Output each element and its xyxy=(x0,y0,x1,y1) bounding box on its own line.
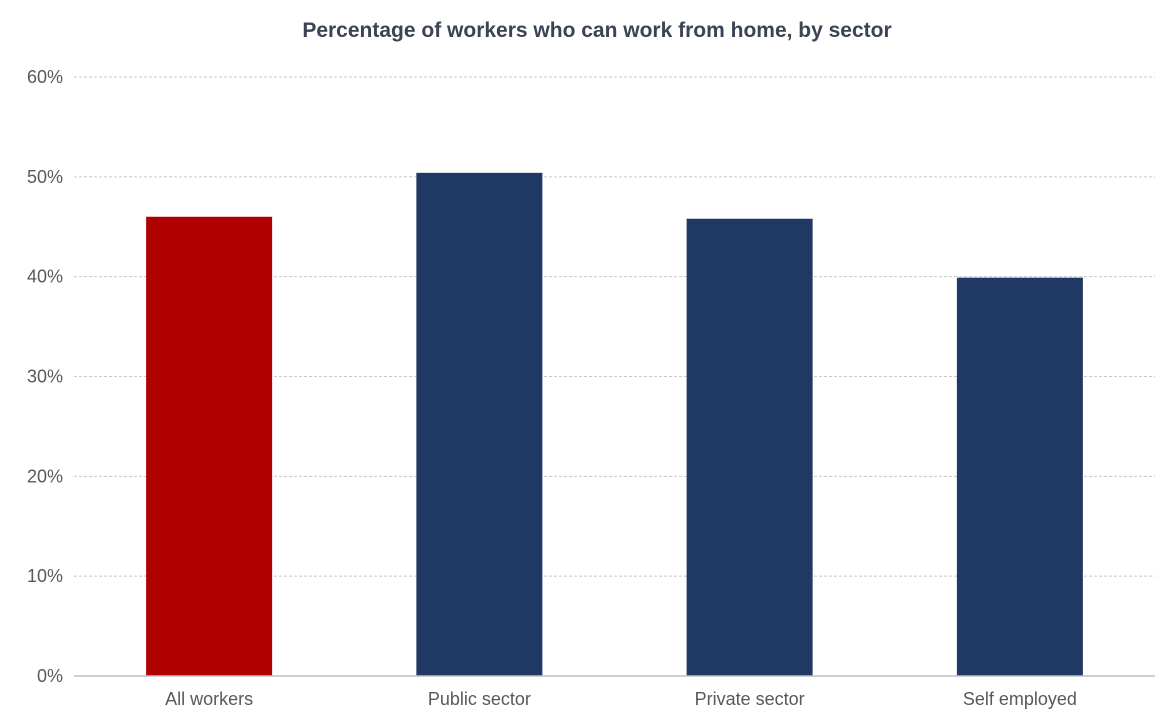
y-tick-label: 10% xyxy=(27,566,63,586)
y-tick-label: 20% xyxy=(27,466,63,486)
y-tick-label: 40% xyxy=(27,267,63,287)
axes: 0% 10% 20% 30% 40% 50% 60% All workers Public se… xyxy=(27,67,1155,709)
bar-public-sector xyxy=(416,172,543,676)
x-category-label: Self employed xyxy=(963,689,1077,709)
x-category-label: All workers xyxy=(165,689,253,709)
x-category-label: Public sector xyxy=(428,689,531,709)
bar-private-sector xyxy=(686,218,813,676)
bars xyxy=(146,172,1083,676)
bar-self-employed xyxy=(956,277,1083,676)
bar-all-workers xyxy=(146,216,273,676)
y-tick-label: 60% xyxy=(27,67,63,87)
y-tick-label: 30% xyxy=(27,367,63,387)
y-tick-label: 0% xyxy=(37,666,63,686)
x-category-label: Private sector xyxy=(695,689,805,709)
y-tick-label: 50% xyxy=(27,167,63,187)
chart-title: Percentage of workers who can work from … xyxy=(302,19,892,42)
